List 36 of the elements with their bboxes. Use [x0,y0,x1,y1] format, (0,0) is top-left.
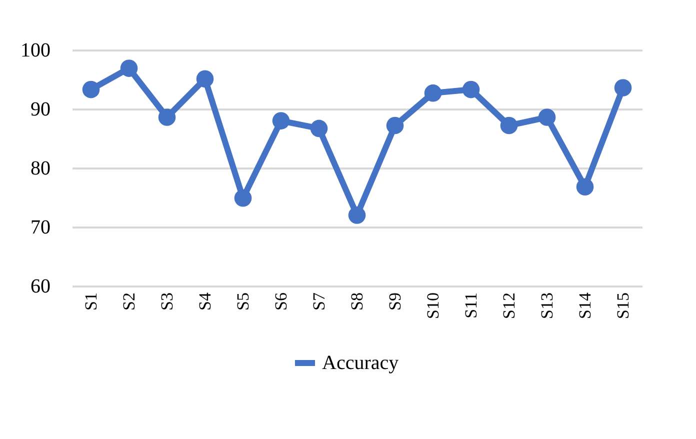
point [538,108,556,126]
point [120,60,138,77]
x-tick-label: S11 [462,292,480,318]
point [614,79,632,96]
x-tick-label: S15 [614,292,632,319]
x-tick-label: S13 [538,292,556,319]
point [234,189,252,207]
x-tick-label: S12 [500,292,518,319]
point [348,206,366,224]
point [272,112,290,130]
x-tick-label: S2 [120,292,138,310]
point [462,80,480,98]
point [310,120,328,138]
x-tick-label: S3 [158,292,176,310]
y-tick-label: 60 [30,276,50,298]
point [500,116,518,134]
x-tick-label: S9 [386,292,404,310]
point [386,116,404,134]
y-tick-label: 80 [30,158,50,180]
y-tick-label: 70 [30,216,50,238]
x-tick-label: S8 [348,292,366,310]
x-tick-label: S7 [310,292,328,310]
point [424,84,442,102]
x-tick-label: S14 [576,292,594,319]
y-tick-label: 100 [20,40,50,62]
point [196,70,214,88]
x-tick-label: S4 [196,292,214,310]
point [576,178,594,196]
y-tick-label: 90 [30,98,50,120]
legend-label: Accuracy [322,352,399,374]
x-tick-label: S6 [272,292,290,310]
x-tick-label: S5 [234,292,252,310]
x-tick-label: S10 [424,292,442,319]
point [82,80,100,98]
x-tick-label: S1 [82,292,100,310]
point [158,108,176,126]
